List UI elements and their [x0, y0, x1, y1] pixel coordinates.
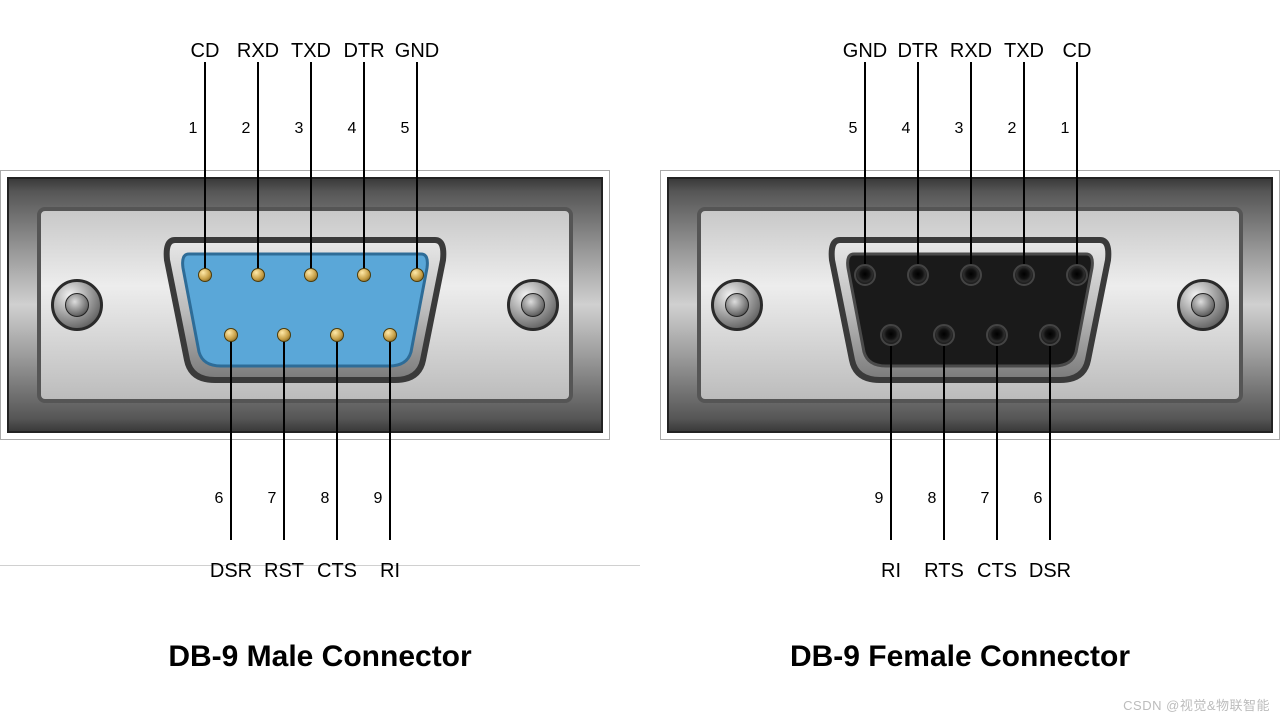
pin-label: DTR — [897, 40, 938, 63]
pin-icon — [880, 324, 902, 346]
pin-line — [310, 62, 312, 275]
pin-icon — [1066, 264, 1088, 286]
pin-number: 3 — [955, 120, 964, 138]
pin-number: 3 — [295, 120, 304, 138]
pin-number: 1 — [1061, 120, 1070, 138]
pin-label: GND — [395, 40, 439, 63]
pin-line — [917, 62, 919, 275]
pin-line — [336, 335, 338, 540]
pin-number: 9 — [875, 490, 884, 508]
pin-icon — [960, 264, 982, 286]
mounting-screw-icon — [507, 279, 559, 331]
mounting-screw-icon — [51, 279, 103, 331]
pin-number: 7 — [268, 490, 277, 508]
pin-line — [230, 335, 232, 540]
d-sub-shell-male — [155, 220, 455, 390]
pin-line — [363, 62, 365, 275]
pin-line — [389, 335, 391, 540]
pin-number: 8 — [321, 490, 330, 508]
pin-number: 9 — [374, 490, 383, 508]
pin-number: 6 — [1034, 490, 1043, 508]
pin-icon — [277, 328, 291, 342]
pin-line — [257, 62, 259, 275]
pin-line — [890, 335, 892, 540]
pin-number: 4 — [902, 120, 911, 138]
pin-label: CD — [191, 40, 220, 63]
pin-number: 8 — [928, 490, 937, 508]
pin-label: TXD — [1004, 40, 1044, 63]
pin-icon — [304, 268, 318, 282]
pin-line — [283, 335, 285, 540]
pin-icon — [907, 264, 929, 286]
pin-icon — [933, 324, 955, 346]
pin-line — [1023, 62, 1025, 275]
pin-label: CTS — [977, 560, 1017, 583]
pin-icon — [854, 264, 876, 286]
pin-label: DSR — [1029, 560, 1071, 583]
female-connector-diagram: DB-9 Female Connector GND 5 DTR 4 RXD 3 TXD 2 CD… — [640, 0, 1280, 720]
pin-line — [1049, 335, 1051, 540]
male-connector-diagram: DB-9 Male Connector CD 1 RXD 2 TXD 3 DTR 4 GND 5 D… — [0, 0, 640, 720]
pin-icon — [330, 328, 344, 342]
pin-label: CTS — [317, 560, 357, 583]
pin-number: 6 — [215, 490, 224, 508]
pin-label: DTR — [343, 40, 384, 63]
male-housing — [0, 170, 610, 440]
pin-icon — [224, 328, 238, 342]
pin-line — [204, 62, 206, 275]
pin-line — [970, 62, 972, 275]
pin-line — [996, 335, 998, 540]
pin-icon — [198, 268, 212, 282]
pin-label: RTS — [924, 560, 964, 583]
pin-label: RST — [264, 560, 304, 583]
pin-line — [1076, 62, 1078, 275]
pin-line — [416, 62, 418, 275]
pin-icon — [357, 268, 371, 282]
mounting-screw-icon — [1177, 279, 1229, 331]
pin-number: 5 — [849, 120, 858, 138]
pin-number: 2 — [242, 120, 251, 138]
pin-number: 1 — [189, 120, 198, 138]
pin-label: RI — [380, 560, 400, 583]
pin-label: RXD — [950, 40, 992, 63]
female-title: DB-9 Female Connector — [640, 640, 1280, 674]
watermark-text: CSDN @视觉&物联智能 — [1123, 695, 1270, 714]
pin-label: GND — [843, 40, 887, 63]
pin-icon — [1013, 264, 1035, 286]
male-title: DB-9 Male Connector — [0, 640, 640, 674]
pin-label: TXD — [291, 40, 331, 63]
pin-label: DSR — [210, 560, 252, 583]
pin-line — [864, 62, 866, 275]
pin-icon — [251, 268, 265, 282]
pin-icon — [986, 324, 1008, 346]
pin-number: 4 — [348, 120, 357, 138]
pin-icon — [410, 268, 424, 282]
pin-label: RXD — [237, 40, 279, 63]
pin-number: 2 — [1008, 120, 1017, 138]
pin-number: 5 — [401, 120, 410, 138]
mounting-screw-icon — [711, 279, 763, 331]
metal-plate — [7, 177, 603, 433]
pin-number: 7 — [981, 490, 990, 508]
pin-icon — [383, 328, 397, 342]
pin-label: RI — [881, 560, 901, 583]
pin-icon — [1039, 324, 1061, 346]
pin-line — [943, 335, 945, 540]
pin-label: CD — [1063, 40, 1092, 63]
